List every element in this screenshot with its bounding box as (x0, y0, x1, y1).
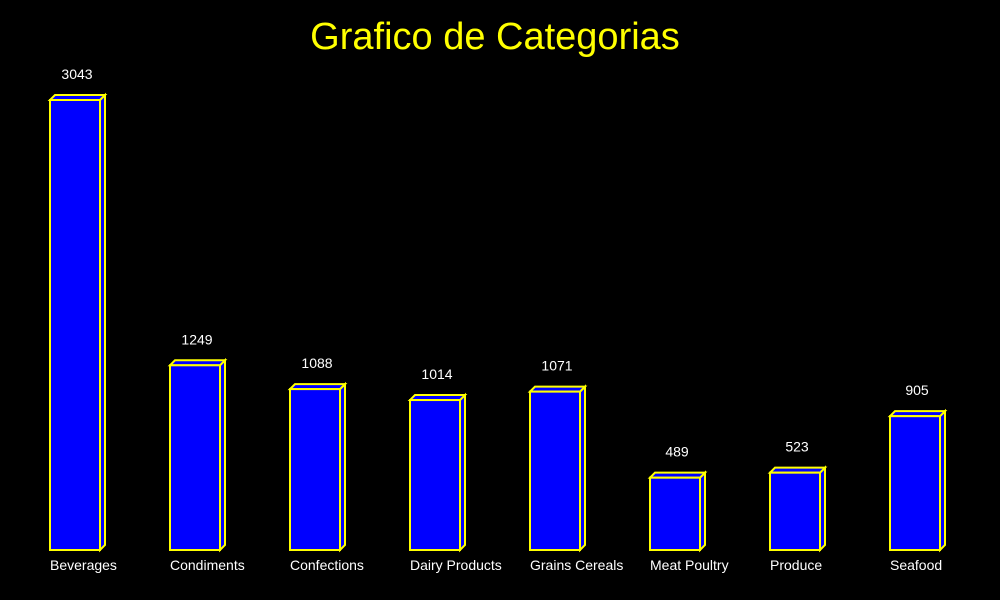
labels-layer: 3043 Beverages 1249 Condiments 1088 Confectio… (50, 66, 942, 573)
bar-group (167, 357, 228, 553)
bar-group (527, 384, 588, 553)
value-label: 1249 (181, 331, 212, 347)
bar-group (407, 392, 468, 553)
bar-group (47, 92, 108, 553)
category-label: Confections (290, 557, 364, 573)
value-label: 523 (785, 439, 809, 455)
value-label: 1014 (421, 366, 452, 382)
category-label: Meat Poultry (650, 557, 729, 573)
bar-group (647, 470, 708, 553)
bar (289, 388, 341, 551)
value-label: 1088 (301, 355, 332, 371)
bar-group (767, 465, 828, 553)
bar (49, 99, 101, 551)
bars-layer (47, 92, 948, 553)
bar-group (287, 381, 348, 553)
category-label: Dairy Products (410, 557, 502, 573)
value-label: 489 (665, 444, 689, 460)
category-label: Grains Cereals (530, 557, 623, 573)
bar (889, 415, 941, 551)
category-label: Beverages (50, 557, 117, 573)
bar (649, 476, 701, 551)
bar (409, 399, 461, 551)
value-label: 3043 (61, 66, 92, 82)
category-label: Seafood (890, 557, 942, 573)
bar (169, 364, 221, 551)
value-label: 905 (905, 382, 929, 398)
category-label: Produce (770, 557, 822, 573)
bar-group (887, 408, 948, 553)
value-label: 1071 (541, 358, 572, 374)
category-label: Condiments (170, 557, 245, 573)
bar (529, 390, 581, 551)
bar (769, 471, 821, 552)
chart-title: Grafico de Categorias (310, 16, 680, 58)
